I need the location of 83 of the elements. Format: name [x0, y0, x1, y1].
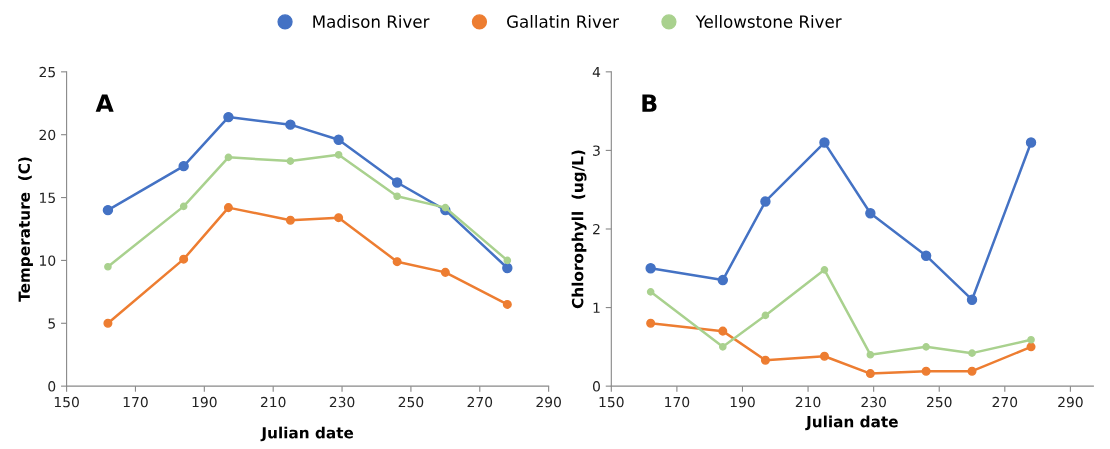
- x-axis-title: Julian date: [260, 426, 354, 442]
- x-tick-label: 190: [192, 396, 217, 408]
- x-tick-label: 270: [992, 396, 1018, 408]
- point: [285, 119, 296, 130]
- x-tick-label: 150: [54, 396, 79, 408]
- y-tick-label: 4: [592, 66, 601, 78]
- x-tick-label: 190: [730, 396, 755, 408]
- point: [819, 351, 829, 361]
- x-tick-label: 270: [467, 396, 493, 408]
- point: [718, 343, 727, 351]
- point: [334, 150, 343, 159]
- point: [179, 254, 189, 264]
- point: [718, 326, 728, 336]
- point: [179, 202, 188, 211]
- y-tick-label: 3: [593, 145, 600, 156]
- point: [761, 311, 770, 320]
- point: [646, 288, 655, 296]
- y-tick-label: 15: [40, 192, 55, 204]
- point: [921, 366, 931, 376]
- x-tick-label: 250: [926, 396, 952, 408]
- point: [717, 274, 729, 286]
- x-axis-title: Julian date: [805, 415, 898, 431]
- point: [967, 366, 977, 376]
- annotation: A: [95, 94, 114, 112]
- point: [440, 267, 450, 277]
- x-tick-label: 230: [329, 396, 355, 408]
- point: [922, 343, 930, 351]
- point: [1026, 342, 1036, 352]
- annotation: B: [642, 94, 657, 112]
- y-tick-label: 1: [593, 302, 600, 313]
- y-tick-label: 0: [592, 381, 600, 392]
- point: [334, 213, 344, 223]
- x-tick-label: 210: [795, 396, 821, 408]
- y-tick-label: 10: [40, 255, 56, 266]
- y-tick-label: 5: [48, 318, 55, 329]
- y-tick-label: 20: [39, 129, 56, 141]
- y-tick-label: 25: [39, 66, 55, 78]
- legend-label: Madison River: [313, 15, 430, 28]
- point: [223, 111, 234, 123]
- point: [104, 262, 112, 271]
- legend-label: Gallatin River: [507, 15, 619, 28]
- point: [502, 299, 512, 309]
- y-tick-label: 2: [593, 223, 600, 235]
- point: [760, 355, 770, 365]
- point: [393, 192, 401, 201]
- point: [1027, 335, 1035, 344]
- point: [966, 294, 978, 305]
- point: [285, 215, 295, 225]
- legend-label: Yellowstone River: [695, 15, 842, 28]
- point: [646, 318, 656, 328]
- point: [178, 160, 189, 172]
- point: [224, 153, 233, 162]
- point: [102, 204, 114, 216]
- point: [920, 250, 932, 261]
- point: [865, 369, 875, 379]
- point: [820, 266, 829, 274]
- point: [391, 177, 403, 188]
- x-tick-label: 210: [260, 396, 286, 408]
- point: [819, 137, 830, 148]
- x-tick-label: 290: [536, 396, 561, 408]
- x-tick-label: 170: [123, 396, 148, 408]
- y-tick-label: 0: [48, 381, 56, 392]
- point: [968, 349, 976, 357]
- point: [441, 203, 450, 212]
- point: [223, 203, 233, 213]
- point: [760, 196, 771, 207]
- point: [866, 350, 875, 359]
- y-axis-title: Chlorophyll (ug/L): [571, 150, 587, 309]
- x-tick-label: 250: [398, 396, 424, 408]
- y-axis-title: Temperature (C): [18, 157, 33, 302]
- point: [392, 257, 402, 267]
- point: [333, 134, 344, 145]
- x-tick-label: 290: [1058, 396, 1083, 408]
- x-tick-label: 230: [861, 396, 886, 408]
- point: [502, 262, 513, 274]
- point: [1025, 137, 1037, 148]
- point: [286, 157, 295, 165]
- x-tick-label: 170: [665, 396, 690, 408]
- x-tick-label: 150: [599, 396, 624, 408]
- point: [865, 208, 876, 219]
- point: [103, 318, 113, 328]
- point: [645, 263, 656, 274]
- point: [503, 256, 512, 265]
